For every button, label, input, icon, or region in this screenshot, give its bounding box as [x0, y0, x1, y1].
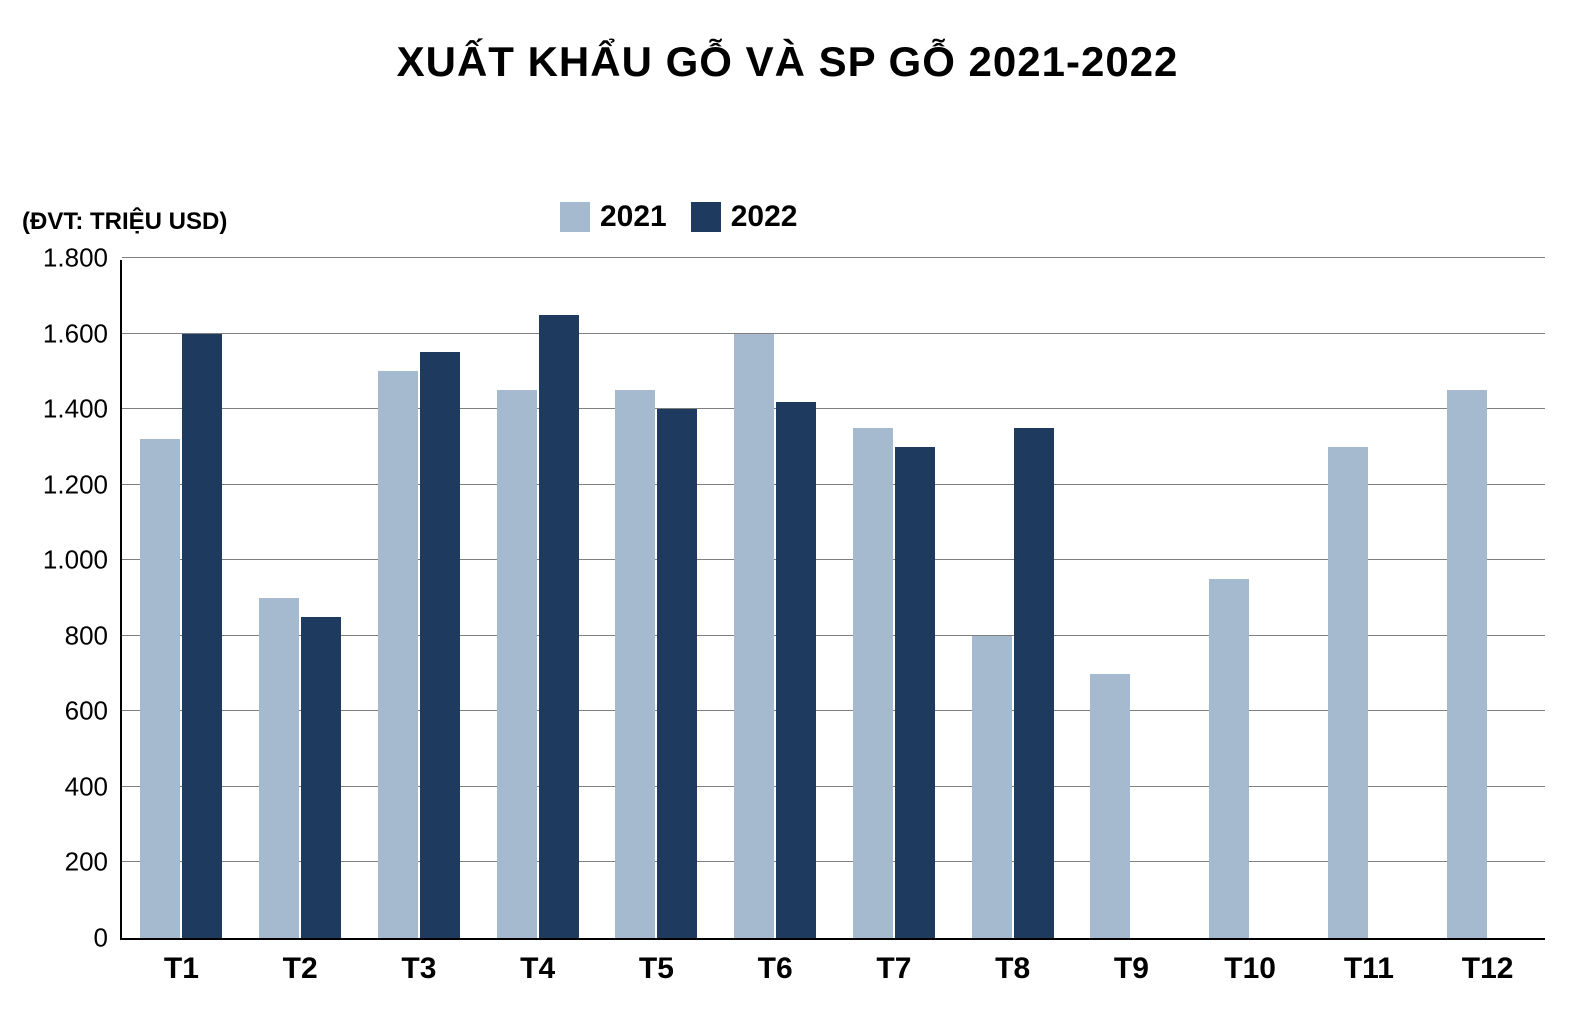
y-tick-label: 1.000	[43, 545, 122, 576]
x-tick-label: T10	[1224, 938, 1276, 986]
y-tick-label: 1.400	[43, 394, 122, 425]
gridline	[122, 408, 1545, 409]
bar-2022-T3	[420, 352, 460, 938]
legend-swatch-2021	[560, 202, 590, 232]
x-tick-label: T8	[995, 938, 1030, 986]
bar-2021-T10	[1209, 579, 1249, 938]
x-tick-label: T9	[1114, 938, 1149, 986]
x-tick-label: T7	[876, 938, 911, 986]
bar-2021-T8	[972, 636, 1012, 938]
x-tick-label: T3	[401, 938, 436, 986]
y-tick-label: 1.600	[43, 318, 122, 349]
y-tick-label: 600	[65, 696, 122, 727]
y-tick-label: 400	[65, 771, 122, 802]
chart-title: XUẤT KHẨU GỖ VÀ SP GỖ 2021-2022	[0, 0, 1575, 86]
bar-2021-T1	[140, 439, 180, 938]
legend: 2021 2022	[560, 200, 798, 234]
bar-2022-T6	[776, 402, 816, 938]
x-tick-label: T6	[758, 938, 793, 986]
bar-2021-T3	[378, 371, 418, 938]
bar-2021-T2	[259, 598, 299, 938]
x-tick-label: T2	[283, 938, 318, 986]
y-tick-label: 1.200	[43, 469, 122, 500]
y-tick-label: 1.800	[43, 243, 122, 274]
bar-2022-T7	[895, 447, 935, 938]
bar-2022-T1	[182, 334, 222, 938]
bar-2022-T8	[1014, 428, 1054, 938]
gridline	[122, 257, 1545, 258]
x-tick-label: T1	[164, 938, 199, 986]
y-tick-label: 200	[65, 847, 122, 878]
bar-2021-T11	[1328, 447, 1368, 938]
legend-label-2022: 2022	[731, 200, 798, 234]
plot-area: 02004006008001.0001.2001.4001.6001.800T1…	[120, 260, 1545, 940]
x-tick-label: T5	[639, 938, 674, 986]
x-tick-label: T11	[1344, 938, 1394, 986]
bar-2021-T5	[615, 390, 655, 938]
bar-2021-T4	[497, 390, 537, 938]
x-tick-label: T12	[1462, 938, 1514, 986]
bar-2022-T5	[657, 409, 697, 938]
bar-2022-T4	[539, 315, 579, 938]
x-tick-label: T4	[520, 938, 555, 986]
bar-2021-T7	[853, 428, 893, 938]
bar-2021-T6	[734, 334, 774, 938]
legend-item-2021: 2021	[560, 200, 667, 234]
bar-2022-T2	[301, 617, 341, 938]
y-tick-label: 800	[65, 620, 122, 651]
legend-swatch-2022	[691, 202, 721, 232]
y-tick-label: 0	[94, 923, 122, 954]
legend-label-2021: 2021	[600, 200, 667, 234]
legend-item-2022: 2022	[691, 200, 798, 234]
chart-container: XUẤT KHẨU GỖ VÀ SP GỖ 2021-2022 (ĐVT: TR…	[0, 0, 1575, 1030]
gridline	[122, 333, 1545, 334]
bar-2021-T12	[1447, 390, 1487, 938]
bar-2021-T9	[1090, 674, 1130, 938]
unit-label: (ĐVT: TRIỆU USD)	[22, 208, 227, 236]
